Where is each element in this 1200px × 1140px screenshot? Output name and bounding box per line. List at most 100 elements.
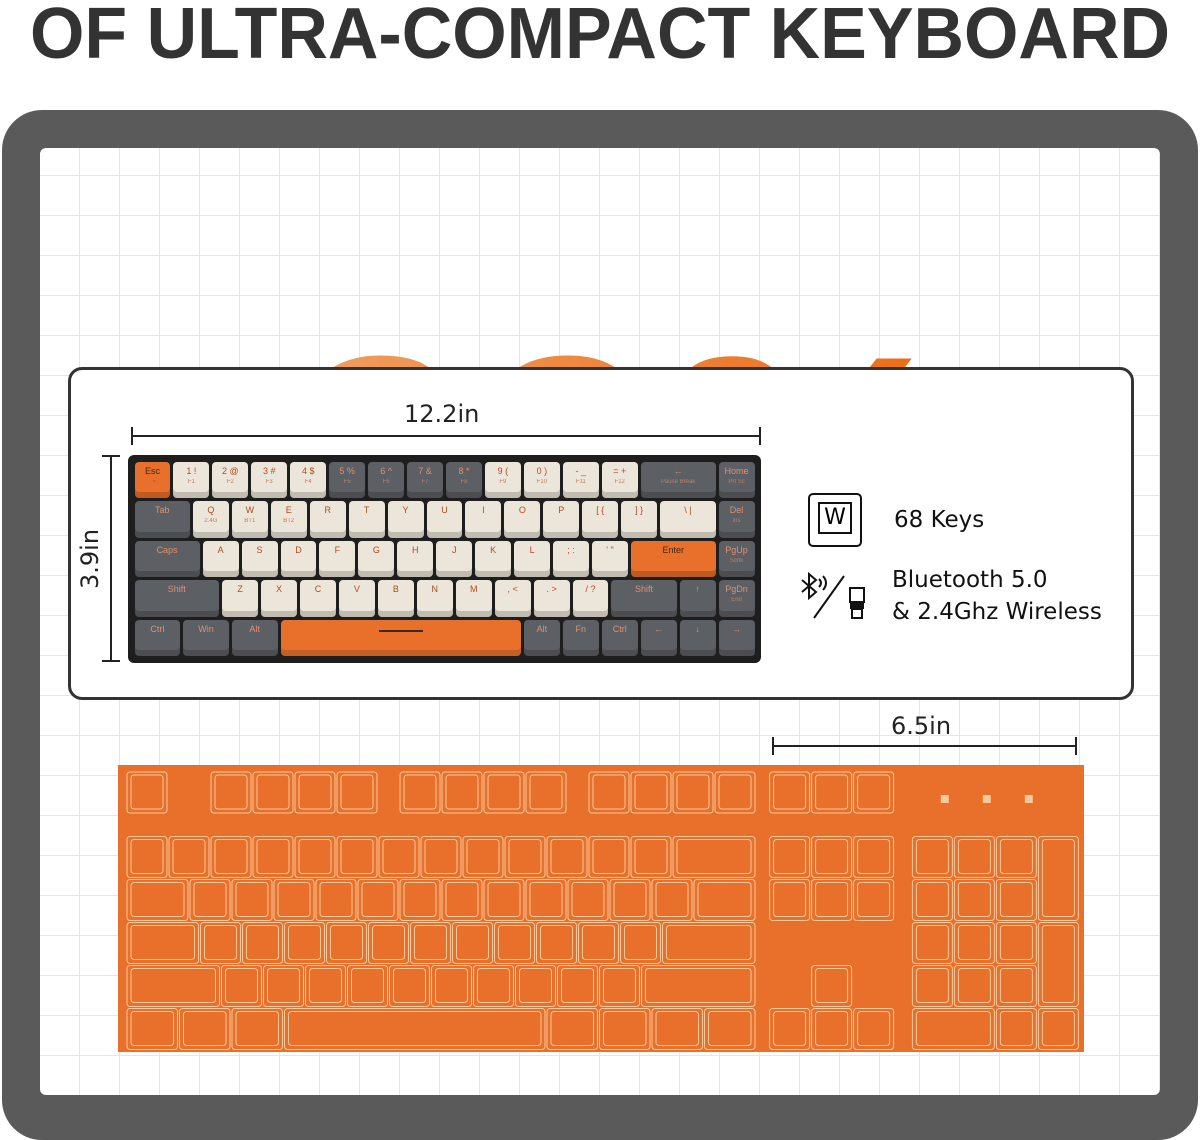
outline-key	[378, 836, 420, 878]
tick	[102, 660, 120, 662]
key: Esc ` ~	[134, 461, 171, 499]
key: = + F12	[601, 461, 638, 499]
key: K	[475, 540, 512, 578]
key: ←	[640, 619, 677, 657]
key-legend: ↑	[695, 584, 700, 595]
outline-key	[179, 1008, 231, 1050]
key: ; :	[553, 540, 590, 578]
outline-key	[252, 771, 294, 814]
outline-key	[588, 836, 630, 878]
key: H	[397, 540, 434, 578]
outline-key	[126, 836, 168, 878]
outline-key	[221, 965, 262, 1007]
key-legend: ' "	[606, 544, 614, 555]
key-sublegend: Prt Sc	[728, 478, 745, 485]
key: P	[543, 501, 580, 538]
key: 4 $ F4	[290, 461, 327, 499]
key-sublegend: F10	[536, 478, 548, 485]
key-legend: Ctrl	[612, 623, 627, 634]
key: . >	[533, 580, 570, 617]
key-legend: Fn	[575, 623, 587, 634]
outline-key	[911, 922, 953, 964]
key-sublegend: F9	[499, 478, 507, 485]
svg-text:OF ULTRA-COMPACT KEYBOARD: OF ULTRA-COMPACT KEYBOARD	[30, 0, 1170, 68]
key-sublegend: F1	[187, 478, 195, 485]
key-legend: PgUp	[725, 544, 748, 555]
outline-key	[672, 771, 714, 814]
outline-key	[210, 771, 252, 814]
outline-key	[347, 965, 388, 1007]
key-sublegend: F5	[343, 478, 351, 485]
key: V	[338, 580, 375, 617]
key-legend: Del	[729, 505, 744, 516]
outline-key	[630, 771, 672, 814]
outline-key	[483, 771, 525, 814]
feature-wireless-line2: & 2.4Ghz Wireless	[892, 599, 1102, 625]
key: 1 ! F1	[173, 461, 210, 499]
outline-key	[315, 879, 357, 921]
key-legend: H	[412, 544, 419, 555]
outline-key	[672, 836, 756, 878]
outline-key	[399, 771, 441, 814]
outline-key	[599, 1008, 651, 1050]
key: Shift	[611, 580, 677, 617]
full-size-keyboard-outline	[118, 765, 1084, 1052]
key: B	[377, 580, 414, 617]
key-legend: M	[469, 584, 478, 595]
outline-key	[389, 965, 430, 1007]
key: 0 ) F10	[523, 461, 560, 499]
key: Z	[222, 580, 259, 617]
outline-key	[641, 965, 756, 1007]
feature-wireless: Bluetooth 5.0 & 2.4Ghz Wireless	[892, 564, 1102, 628]
key-legend: Home	[724, 465, 749, 476]
outline-key	[911, 965, 953, 1007]
key-legend: ↓	[695, 623, 700, 634]
outline-key	[242, 922, 283, 964]
outline-key	[294, 836, 336, 878]
key-sublegend: BT2	[283, 518, 295, 525]
key: Alt	[231, 619, 278, 657]
key-sublegend: F7	[421, 478, 429, 485]
difference-line	[772, 745, 1077, 747]
tick	[102, 455, 120, 457]
outline-key	[284, 922, 325, 964]
height-label: 3.9in	[76, 528, 104, 589]
key: E BT2	[270, 501, 307, 538]
outline-key	[911, 879, 953, 921]
outline-key	[769, 836, 811, 878]
key: Ctrl	[134, 619, 181, 657]
key-sublegend: Ins	[732, 518, 741, 525]
outline-key	[769, 1008, 811, 1050]
outline-key	[953, 922, 995, 964]
key: G	[358, 540, 395, 578]
key-legend: Shift	[167, 584, 186, 595]
key-legend: , <	[507, 584, 518, 595]
key-legend: Win	[198, 623, 214, 634]
key: 9 (F9	[484, 461, 521, 499]
key-legend: / ?	[585, 584, 596, 595]
key: I	[465, 501, 502, 538]
outline-key	[200, 922, 241, 964]
key: 7 & F7	[407, 461, 443, 499]
key-legend: Alt	[536, 623, 548, 634]
bluetooth-usb-dongle-icon	[801, 571, 865, 619]
key: Del Ins	[718, 501, 755, 538]
key-legend: D	[295, 544, 302, 555]
key-legend: Q	[207, 505, 215, 516]
key-legend: C	[314, 584, 322, 595]
key-legend: A	[217, 544, 224, 555]
key-legend: W	[245, 505, 255, 516]
key-sublegend: ` ~	[148, 478, 157, 485]
key: Alt	[523, 619, 560, 657]
outline-key	[326, 922, 367, 964]
outline-key	[578, 922, 619, 964]
key-legend: K	[490, 544, 497, 555]
key-legend: Ctrl	[150, 623, 165, 634]
outline-key	[567, 879, 609, 921]
key-legend: N	[431, 584, 439, 595]
outline-key	[995, 836, 1037, 878]
outline-key	[995, 1008, 1037, 1050]
outline-key	[483, 879, 525, 921]
key-sublegend: F2	[226, 478, 234, 485]
outline-key	[473, 965, 514, 1007]
